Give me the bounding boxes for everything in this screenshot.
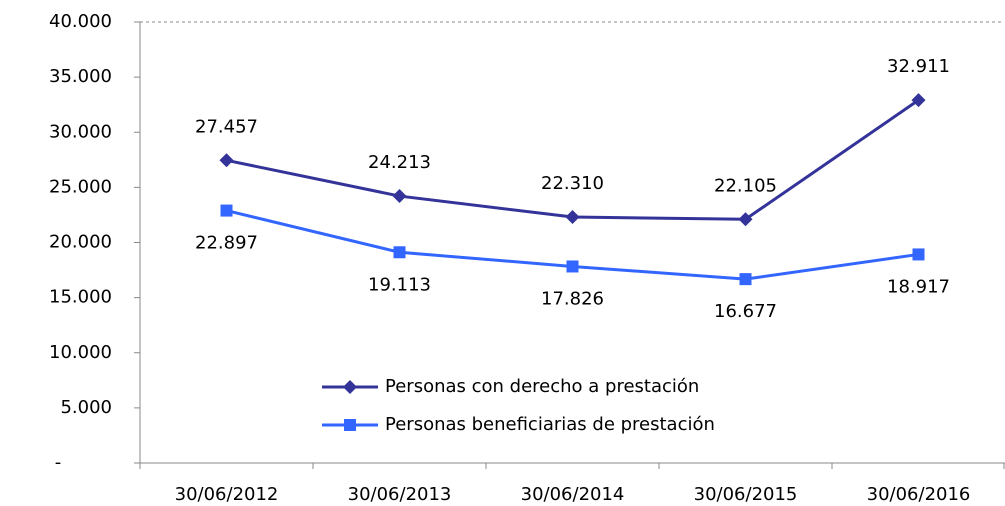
y-tick-label: 15.000 <box>49 287 112 308</box>
data-point <box>738 212 753 227</box>
x-tick-label: 30/06/2013 <box>348 484 452 505</box>
data-label: 19.113 <box>368 274 431 295</box>
data-label: 32.911 <box>887 56 950 77</box>
data-point <box>566 260 579 273</box>
data-label: 16.677 <box>714 301 777 322</box>
legend-label: Personas beneficiarias de prestación <box>385 414 715 435</box>
y-tick-label: 25.000 <box>49 176 112 197</box>
legend-marker <box>344 419 356 431</box>
y-tick-label: 40.000 <box>49 11 112 32</box>
legend-label: Personas con derecho a prestación <box>385 376 699 397</box>
data-label: 18.917 <box>887 276 950 297</box>
y-tick-label: 35.000 <box>49 66 112 87</box>
data-point <box>220 204 233 217</box>
data-point <box>392 189 407 204</box>
data-point <box>565 210 580 225</box>
data-label: 24.213 <box>368 152 431 173</box>
y-tick-label: 10.000 <box>49 342 112 363</box>
data-point <box>219 153 234 168</box>
data-label: 22.105 <box>714 175 777 196</box>
data-label: 22.310 <box>541 173 604 194</box>
y-tick-label: 20.000 <box>49 232 112 253</box>
legend-marker <box>343 380 357 394</box>
x-tick-label: 30/06/2015 <box>694 484 798 505</box>
data-point <box>912 248 925 261</box>
x-tick-label: 30/06/2016 <box>867 484 971 505</box>
data-point <box>393 246 406 259</box>
data-label: 27.457 <box>195 116 258 137</box>
data-point <box>739 273 752 286</box>
data-label: 17.826 <box>541 288 604 309</box>
data-label: 22.897 <box>195 233 258 254</box>
x-tick-label: 30/06/2012 <box>175 484 279 505</box>
y-tick-label: - <box>55 452 62 473</box>
series-line <box>226 98 920 221</box>
x-tick-label: 30/06/2014 <box>521 484 625 505</box>
data-point <box>911 93 926 108</box>
y-tick-label: 30.000 <box>49 121 112 142</box>
y-tick-label: 5.000 <box>60 397 112 418</box>
